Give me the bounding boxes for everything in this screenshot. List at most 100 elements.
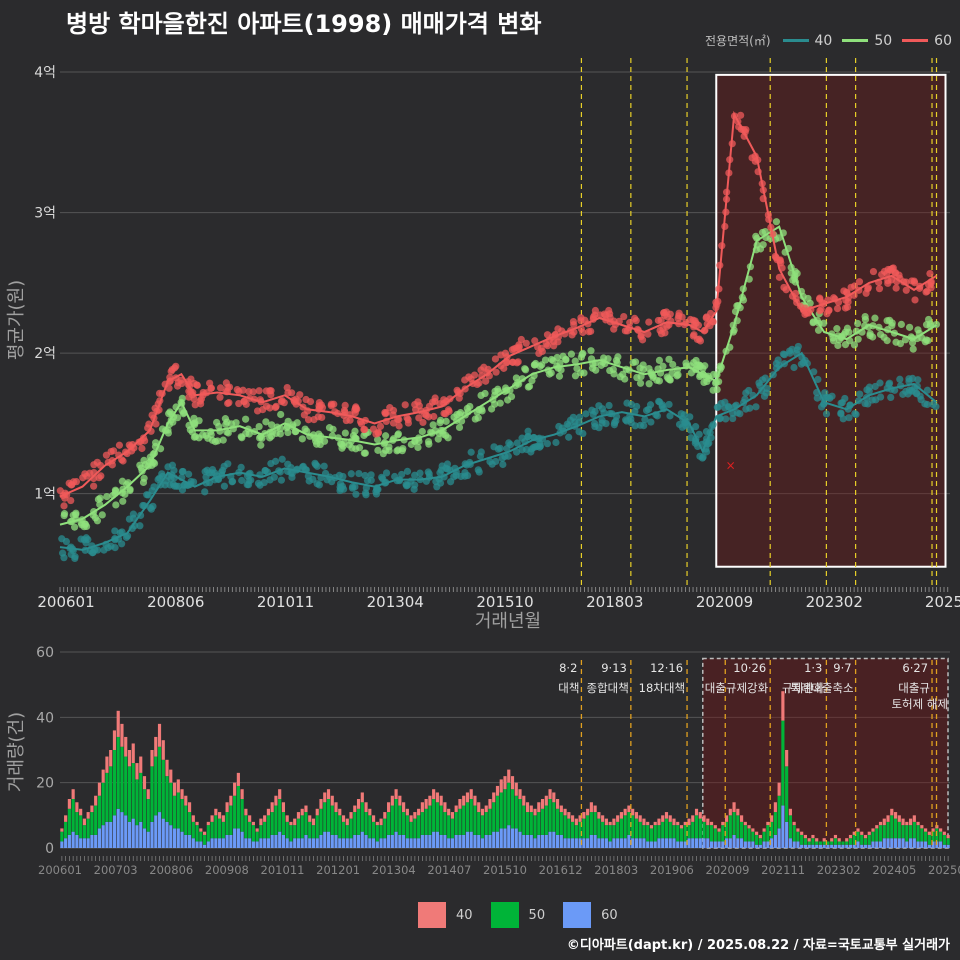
- volume-bar-60: [270, 834, 274, 848]
- volume-bar-50: [503, 789, 507, 829]
- volume-bar-40: [296, 812, 301, 819]
- volume-bar-40: [263, 815, 267, 822]
- volume-bar-40: [608, 821, 612, 826]
- volume-bar-60: [195, 841, 199, 848]
- volume-bar-40: [432, 789, 436, 799]
- volume-bar-40: [811, 834, 815, 839]
- volume-bar-40: [942, 831, 946, 835]
- volume-bar-60: [131, 818, 135, 848]
- volume-bar-50: [229, 805, 233, 835]
- price-point-50: [850, 341, 859, 349]
- volume-bar-60: [124, 815, 128, 848]
- price-point-40: [828, 392, 836, 400]
- volume-bar-50: [233, 795, 237, 829]
- price-point-40: [320, 462, 328, 470]
- price-point-50: [71, 523, 79, 531]
- price-point-50: [861, 316, 870, 324]
- price-point-40: [822, 410, 831, 418]
- price-point-40: [155, 474, 164, 482]
- volume-bar-50: [721, 825, 725, 842]
- volume-bar-40: [657, 818, 661, 826]
- price-point-60: [440, 409, 448, 418]
- volume-bar-40: [101, 769, 105, 783]
- price-point-50: [880, 333, 888, 341]
- price-point-50: [491, 400, 499, 408]
- volume-bar-40: [747, 825, 751, 829]
- volume-bar-60: [139, 821, 143, 848]
- volume-bar-40: [345, 818, 349, 826]
- top-legend-item-50: 50: [842, 33, 892, 49]
- volume-bar-50: [465, 802, 470, 832]
- price-point-60: [193, 381, 201, 389]
- volume-bar-60: [263, 838, 267, 848]
- price-point-40: [627, 400, 636, 409]
- volume-bar-50: [296, 818, 301, 839]
- price-point-50: [512, 374, 520, 382]
- volume-bar-50: [939, 831, 943, 842]
- price-point-50: [562, 356, 570, 364]
- volume-bar-40: [555, 799, 560, 809]
- volume-bar-50: [180, 799, 184, 832]
- volume-bar-40: [785, 750, 789, 767]
- volume-bar-50: [762, 831, 766, 842]
- price-point-50: [140, 456, 148, 464]
- volume-bar-50: [124, 756, 128, 816]
- price-point-40: [780, 351, 789, 359]
- volume-bar-50: [507, 782, 511, 826]
- volume-bar-60: [709, 841, 714, 848]
- volume-bar-60: [683, 841, 687, 848]
- volume-bar-50: [71, 799, 75, 832]
- volume-bar-40: [927, 831, 931, 835]
- volume-bar-50: [341, 821, 346, 839]
- volume-bar-40: [770, 815, 774, 822]
- price-point-50: [340, 439, 348, 447]
- volume-bar-40: [146, 789, 150, 799]
- price-point-60: [702, 314, 710, 322]
- volume-bar-50: [60, 831, 64, 842]
- price-point-60: [663, 322, 671, 330]
- volume-bar-60: [64, 838, 68, 848]
- volume-bar-40: [255, 828, 259, 832]
- volume-bar-40: [368, 808, 372, 816]
- price-point-50: [191, 433, 200, 441]
- price-point-40: [496, 444, 504, 452]
- price-point-50: [571, 357, 579, 365]
- volume-bar-40: [698, 812, 702, 819]
- price-point-60: [90, 461, 98, 469]
- volume-y-tick-label: 20: [36, 776, 54, 792]
- price-point-50: [338, 444, 346, 452]
- volume-bar-60: [830, 844, 834, 848]
- price-point-60: [79, 474, 87, 482]
- price-point-40: [161, 481, 169, 489]
- volume-x-tick-label: 200908: [205, 863, 249, 877]
- volume-policy-label: 특례대출축소: [790, 681, 853, 695]
- volume-bar-40: [375, 821, 379, 826]
- volume-bar-40: [139, 756, 143, 773]
- price-point-50: [126, 485, 134, 493]
- price-point-50: [834, 341, 842, 350]
- volume-bar-50: [740, 821, 744, 839]
- volume-bar-50: [394, 799, 398, 832]
- volume-bar-50: [157, 746, 162, 813]
- volume-y-tick-label: 0: [45, 841, 54, 857]
- volume-bar-60: [608, 841, 612, 848]
- volume-bar-40: [383, 812, 387, 819]
- volume-bar-40: [495, 785, 500, 796]
- volume-bar-40: [586, 808, 590, 816]
- price-point-50: [631, 358, 640, 366]
- volume-bar-60: [875, 841, 879, 848]
- volume-bar-40: [728, 808, 732, 816]
- volume-bar-60: [379, 838, 383, 848]
- volume-bar-40: [548, 789, 552, 799]
- price-point-40: [150, 483, 158, 491]
- price-point-60: [68, 481, 76, 489]
- volume-bar-40: [815, 838, 819, 842]
- volume-bar-60: [766, 841, 770, 848]
- volume-bar-50: [905, 825, 909, 842]
- volume-bar-60: [458, 834, 462, 848]
- volume-bar-40: [627, 805, 631, 813]
- volume-bar-50: [139, 772, 143, 822]
- volume-bar-60: [199, 841, 203, 848]
- volume-bar-40: [800, 831, 804, 835]
